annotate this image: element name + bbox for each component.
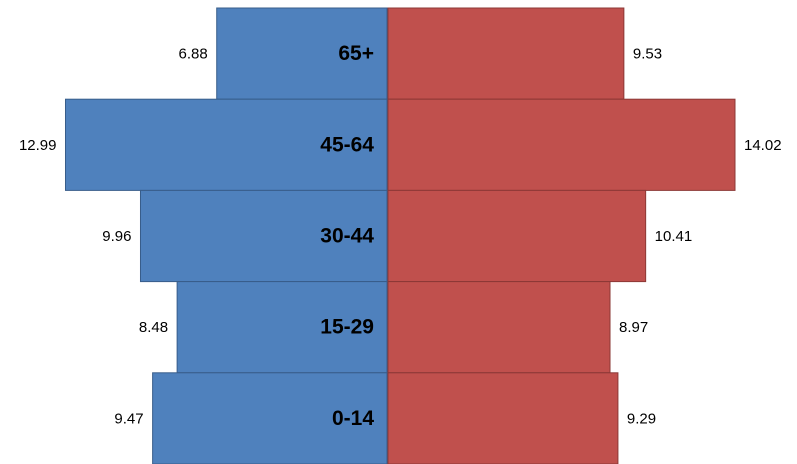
value-label: 10.41 — [655, 228, 693, 245]
category-label: 30-44 — [320, 225, 374, 248]
value-label: 12.99 — [19, 137, 57, 154]
bar — [387, 189, 647, 283]
value-label: 9.47 — [114, 410, 143, 427]
value-label: 14.02 — [744, 137, 782, 154]
value-label: 9.29 — [627, 410, 656, 427]
value-label: 8.48 — [139, 319, 168, 336]
bar — [387, 98, 736, 191]
bar — [64, 98, 388, 191]
category-label: 0-14 — [332, 407, 374, 430]
bar — [387, 372, 619, 464]
bar — [139, 189, 388, 283]
value-label: 9.96 — [102, 228, 131, 245]
value-label: 9.53 — [633, 46, 662, 63]
bar — [387, 7, 625, 100]
bar — [216, 7, 388, 100]
bar — [176, 281, 388, 374]
category-label: 65+ — [338, 42, 374, 65]
category-label: 15-29 — [320, 316, 374, 339]
category-label: 45-64 — [320, 133, 374, 156]
value-label: 8.97 — [619, 319, 648, 336]
bar — [152, 372, 388, 464]
bar — [387, 281, 611, 374]
value-label: 6.88 — [179, 46, 208, 63]
